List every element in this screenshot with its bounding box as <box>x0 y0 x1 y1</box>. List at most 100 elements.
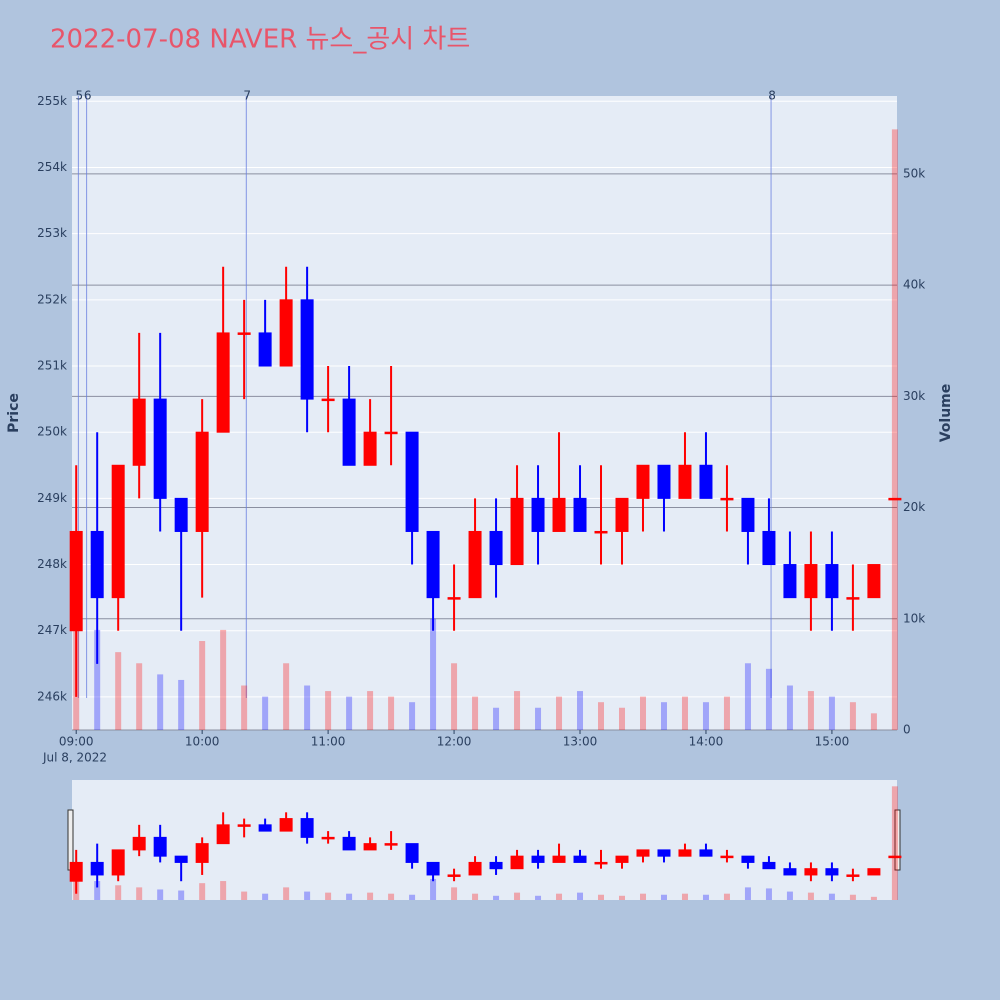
volume-bar <box>660 702 667 730</box>
x-tick-label: 13:00 <box>563 735 598 749</box>
plot-area <box>72 96 897 730</box>
volume-bar <box>849 894 856 900</box>
candle-body <box>153 398 167 499</box>
y-tick-label: 247k <box>37 623 67 637</box>
volume-bar <box>262 893 269 900</box>
volume-bar <box>388 893 395 900</box>
candle-body <box>762 530 776 566</box>
volume-bar <box>346 893 353 900</box>
volume-bar <box>409 702 416 730</box>
candle-body <box>447 597 461 600</box>
volume-bar <box>765 668 772 730</box>
volume-bar <box>660 894 667 900</box>
y-tick-label: 253k <box>37 226 67 240</box>
candle-body <box>405 431 419 532</box>
slider-handle[interactable] <box>67 809 74 871</box>
candle-body <box>174 497 188 532</box>
candle-body <box>426 530 440 599</box>
candle-body <box>216 824 230 845</box>
volume-bar <box>765 888 772 900</box>
volume-bar <box>702 894 709 900</box>
candle-body <box>615 497 629 532</box>
volume-bar <box>639 696 646 730</box>
candle-body <box>888 497 902 501</box>
volume-bar <box>556 696 563 730</box>
volume-bar <box>157 889 164 900</box>
volume-bar <box>388 696 395 730</box>
x-tick-label: 15:00 <box>815 735 850 749</box>
candle-body <box>573 497 587 532</box>
y-axis-title: Price <box>6 393 22 433</box>
candle-body <box>279 818 293 832</box>
candle-body <box>783 868 797 876</box>
candle-body <box>300 818 314 838</box>
candle-body <box>363 843 377 851</box>
candle-body <box>321 836 335 840</box>
volume-bar <box>409 894 416 900</box>
news-label: 8 <box>768 89 776 103</box>
candle-body <box>594 530 608 534</box>
volume-bar <box>493 707 500 730</box>
x-date-label: Jul 8, 2022 <box>42 751 107 765</box>
volume-bar <box>367 892 374 900</box>
volume-bar <box>157 674 164 730</box>
candle-body <box>573 855 587 863</box>
candle-body <box>678 849 692 857</box>
candle-body <box>552 497 566 532</box>
y2-tick-label: 20k <box>903 500 925 514</box>
candle-body <box>132 398 146 466</box>
volume-bar <box>451 663 458 730</box>
volume-bar <box>283 887 290 900</box>
candle-body <box>699 849 713 857</box>
volume-bar <box>535 895 542 900</box>
candle-body <box>594 861 608 865</box>
candle-body <box>111 849 125 876</box>
volume-bar <box>807 892 814 900</box>
candle-body <box>804 564 818 599</box>
candle-body <box>90 861 104 876</box>
volume-bar <box>535 707 542 730</box>
volume-bar <box>430 878 437 900</box>
candle-body <box>741 855 755 863</box>
volume-bar <box>891 786 898 900</box>
candle-body <box>846 874 860 877</box>
candle-body <box>489 530 503 566</box>
volume-bar <box>115 885 122 900</box>
volume-bar <box>744 887 751 900</box>
candle-body <box>846 597 860 600</box>
candle-body <box>678 464 692 499</box>
volume-bar <box>94 629 101 730</box>
x-tick-label: 11:00 <box>311 735 346 749</box>
candle-body <box>720 855 734 859</box>
candle-body <box>636 849 650 857</box>
candle-body <box>258 332 272 367</box>
candle-body <box>258 824 272 832</box>
x-tick-label: 12:00 <box>437 735 472 749</box>
candle-body <box>657 464 671 499</box>
volume-bar <box>493 895 500 900</box>
candle-body <box>405 843 419 863</box>
slider-handle[interactable] <box>894 809 901 871</box>
y2-axis-title: Volume <box>938 384 954 443</box>
news-label: 7 <box>243 89 251 103</box>
news-label: 5 <box>75 89 83 103</box>
volume-bar <box>828 893 835 900</box>
volume-bar <box>325 691 332 730</box>
volume-bar <box>304 891 311 900</box>
volume-bar <box>472 696 479 730</box>
candle-body <box>489 861 503 870</box>
candle-body <box>888 855 902 859</box>
volume-bar <box>325 892 332 900</box>
candle-body <box>447 874 461 877</box>
candle-body <box>384 843 398 846</box>
volume-bar <box>367 691 374 730</box>
volume-bar <box>849 702 856 730</box>
candle-body <box>195 843 209 863</box>
candle-body <box>342 836 356 851</box>
candle-body <box>279 299 293 367</box>
x-tick-label: 14:00 <box>689 735 724 749</box>
volume-bar <box>346 696 353 730</box>
candle-body <box>699 464 713 499</box>
range-slider[interactable] <box>72 780 897 900</box>
candle-body <box>111 464 125 599</box>
